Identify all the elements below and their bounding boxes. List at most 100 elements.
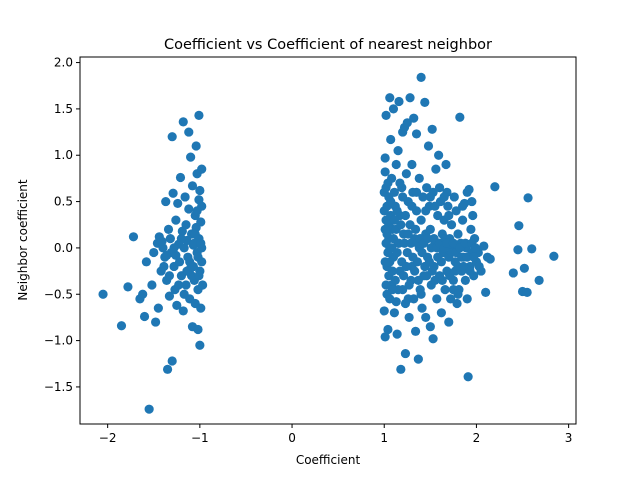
data-point: [442, 238, 452, 248]
data-point: [392, 329, 402, 339]
data-point: [417, 303, 427, 313]
data-point: [116, 321, 127, 331]
data-point: [421, 206, 431, 216]
data-point: [196, 303, 206, 313]
data-point: [189, 238, 199, 248]
data-point: [153, 303, 163, 313]
data-point: [144, 404, 154, 414]
data-point: [443, 201, 453, 211]
data-point: [436, 308, 446, 318]
data-point: [513, 245, 523, 255]
data-point: [383, 178, 393, 188]
data-point: [452, 298, 462, 309]
x-tick-label: 3: [565, 431, 573, 445]
data-point: [403, 294, 413, 304]
data-point: [485, 254, 495, 264]
data-point: [190, 229, 200, 239]
data-point: [422, 234, 433, 244]
data-point: [171, 215, 181, 225]
data-point: [139, 311, 150, 322]
data-point: [411, 129, 422, 139]
data-point: [165, 234, 175, 244]
data-point: [194, 110, 204, 120]
points-layer: [98, 72, 559, 414]
data-point: [462, 252, 472, 262]
data-point: [128, 232, 139, 242]
data-point: [195, 340, 205, 350]
data-point: [178, 306, 188, 316]
x-tick-label: 2: [473, 431, 481, 445]
data-point: [169, 243, 179, 253]
data-point: [462, 294, 472, 304]
data-point: [470, 243, 481, 253]
data-point: [402, 118, 412, 128]
data-point: [394, 96, 404, 107]
data-point: [396, 220, 406, 230]
data-point: [164, 291, 175, 301]
data-point: [175, 172, 186, 183]
y-tick-label: 0.5: [54, 195, 73, 209]
data-point: [519, 263, 529, 273]
data-point: [436, 257, 446, 267]
data-point: [441, 159, 451, 170]
data-point: [409, 113, 419, 123]
data-point: [413, 275, 423, 285]
data-point: [440, 285, 450, 295]
data-point: [444, 317, 454, 327]
data-point: [522, 287, 532, 297]
data-point: [434, 183, 445, 193]
data-point: [193, 252, 203, 262]
data-point: [196, 238, 206, 248]
data-point: [157, 236, 167, 247]
data-point: [455, 112, 465, 122]
data-point: [423, 141, 434, 151]
data-point: [462, 187, 472, 197]
data-point: [460, 275, 470, 285]
data-point: [151, 317, 161, 327]
data-point: [176, 234, 187, 244]
data-point: [466, 224, 476, 234]
data-point: [400, 210, 411, 221]
data-point: [393, 146, 403, 156]
x-tick-label: 0: [288, 431, 296, 445]
data-point: [174, 280, 184, 290]
data-point: [385, 294, 395, 304]
data-point: [193, 324, 203, 335]
data-point: [181, 220, 191, 230]
data-point: [534, 275, 544, 285]
data-point: [437, 275, 447, 285]
data-point: [138, 289, 148, 299]
data-point: [173, 198, 183, 209]
data-point: [490, 182, 500, 192]
data-point: [410, 266, 420, 276]
data-point: [451, 206, 461, 216]
data-point: [149, 247, 159, 258]
data-point: [523, 193, 533, 203]
data-point: [179, 289, 189, 299]
data-point: [407, 159, 417, 170]
data-point: [385, 93, 395, 103]
data-point: [184, 204, 194, 214]
data-point: [479, 241, 489, 251]
data-point: [410, 326, 421, 336]
data-point: [194, 271, 204, 281]
y-tick-label: −1.5: [44, 380, 73, 394]
data-point: [467, 196, 477, 207]
data-point: [414, 173, 424, 184]
data-point: [161, 196, 171, 207]
data-point: [444, 210, 454, 221]
data-point: [192, 206, 202, 216]
data-point: [410, 224, 421, 234]
data-point: [421, 312, 431, 323]
y-tick-label: −0.5: [44, 287, 73, 301]
data-point: [425, 224, 435, 234]
data-point: [460, 238, 470, 248]
x-tick-label: −2: [99, 431, 117, 445]
data-point: [469, 252, 479, 262]
data-point: [411, 187, 422, 197]
data-point: [187, 181, 198, 191]
data-point: [181, 280, 191, 290]
data-point: [379, 306, 389, 316]
data-point: [408, 252, 418, 262]
